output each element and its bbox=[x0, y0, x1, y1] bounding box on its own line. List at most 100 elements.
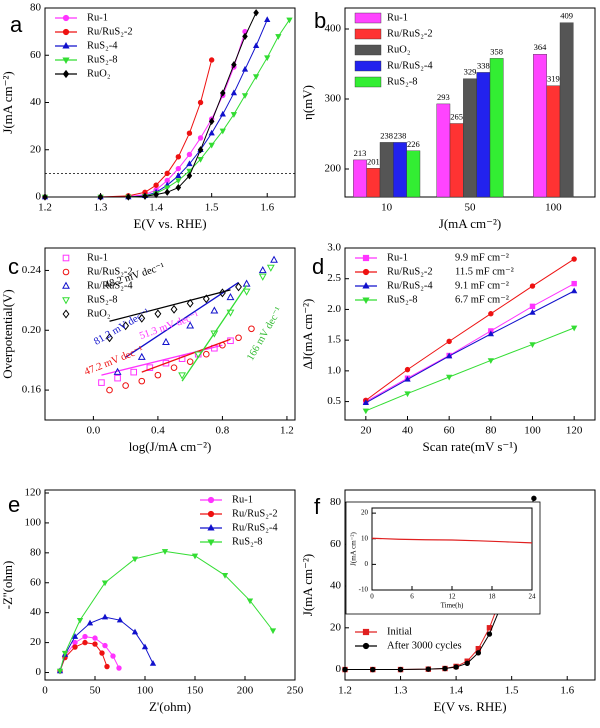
legend-marker bbox=[207, 524, 215, 531]
data-point bbox=[153, 182, 159, 188]
y-tick-label: 0.20 bbox=[22, 324, 42, 336]
data-point bbox=[175, 172, 182, 178]
data-point bbox=[487, 330, 494, 337]
data-point bbox=[197, 146, 204, 154]
data-point bbox=[197, 135, 204, 141]
data-point bbox=[106, 386, 113, 394]
x-tick-label: 1.3 bbox=[394, 685, 408, 697]
x-axis-title: log(J/mA cm⁻²) bbox=[129, 439, 212, 454]
data-point bbox=[242, 288, 251, 296]
data-point bbox=[221, 573, 229, 579]
panel-label: d bbox=[312, 254, 324, 279]
data-point bbox=[162, 359, 170, 367]
legend-marker bbox=[362, 642, 370, 650]
x-tick-label: 12 bbox=[449, 593, 457, 601]
legend-swatch bbox=[354, 44, 382, 56]
data-point bbox=[362, 399, 369, 406]
data-point bbox=[219, 89, 226, 97]
data-point bbox=[219, 341, 226, 349]
series-line bbox=[45, 31, 246, 198]
legend-marker bbox=[62, 69, 70, 79]
legend-label: RuS₂-4 bbox=[87, 40, 118, 51]
y-axis-title: -Z''(ohm) bbox=[0, 561, 15, 610]
legend-marker bbox=[207, 510, 215, 518]
legend-label: Ru/RuS₂-2 bbox=[387, 266, 433, 277]
plot-frame bbox=[44, 489, 296, 681]
data-point bbox=[164, 170, 170, 177]
data-point bbox=[153, 191, 159, 199]
bar-value-label: 329 bbox=[464, 67, 477, 77]
bar bbox=[379, 142, 394, 198]
series-line bbox=[45, 19, 268, 198]
bar bbox=[406, 150, 421, 198]
data-point bbox=[131, 556, 139, 563]
data-point bbox=[246, 598, 254, 605]
data-point bbox=[342, 666, 348, 673]
data-point bbox=[42, 193, 48, 201]
legend-marker bbox=[362, 297, 370, 304]
data-point bbox=[82, 633, 88, 640]
data-point bbox=[242, 279, 251, 287]
legend-label: Ru/RuS₂-4 bbox=[387, 280, 433, 291]
data-point bbox=[404, 391, 411, 398]
series-line bbox=[45, 12, 257, 198]
data-point bbox=[475, 650, 482, 656]
y-tick-label: 20 bbox=[330, 621, 342, 633]
y-tick-label: 3.0 bbox=[327, 242, 341, 254]
legend-label: Ru/RuS₂-4 bbox=[87, 280, 133, 291]
data-point bbox=[186, 321, 195, 329]
legend-marker bbox=[62, 42, 70, 49]
data-point bbox=[571, 287, 578, 294]
data-point bbox=[286, 17, 293, 24]
legend-label: Ru-1 bbox=[87, 12, 108, 23]
x-tick-label: 1.5 bbox=[505, 685, 519, 697]
data-point bbox=[531, 495, 537, 502]
legend-label: Ru/RuS₂-2 bbox=[232, 508, 278, 519]
data-point bbox=[175, 154, 182, 160]
data-point bbox=[258, 273, 267, 281]
data-point bbox=[241, 65, 249, 72]
y-tick-label: 2.0 bbox=[327, 303, 341, 315]
y-axis-title: ΔJ(mA cm⁻²) bbox=[300, 299, 315, 370]
data-point bbox=[161, 549, 169, 555]
y-tick-label: 60 bbox=[330, 538, 342, 550]
panel-label: b bbox=[314, 8, 326, 33]
data-point bbox=[142, 192, 148, 200]
data-point bbox=[130, 368, 138, 376]
y-tick-label: 200 bbox=[325, 163, 342, 175]
data-point bbox=[186, 130, 193, 136]
plot-frame bbox=[344, 247, 596, 421]
data-point bbox=[252, 74, 260, 81]
data-point bbox=[116, 665, 122, 671]
data-point bbox=[72, 644, 78, 650]
data-point bbox=[154, 371, 162, 379]
x-tick-label: 50 bbox=[465, 202, 477, 214]
legend-label: RuO₂ bbox=[387, 44, 411, 55]
data-point bbox=[231, 61, 237, 69]
legend-label: After 3000 cycles bbox=[387, 640, 462, 651]
series-line bbox=[365, 258, 575, 401]
data-point bbox=[106, 333, 113, 343]
y-tick-label: 0 bbox=[36, 666, 42, 678]
legend-marker bbox=[62, 57, 70, 64]
panel-label: c bbox=[8, 254, 19, 279]
data-point bbox=[122, 382, 129, 389]
data-point bbox=[269, 628, 277, 635]
data-point bbox=[76, 617, 84, 624]
bar bbox=[436, 103, 451, 198]
series-line bbox=[45, 59, 213, 198]
data-point bbox=[208, 117, 215, 126]
bar-value-label: 319 bbox=[547, 74, 560, 84]
data-point bbox=[102, 642, 108, 649]
x-tick-label: 80 bbox=[485, 425, 497, 437]
data-point bbox=[99, 650, 105, 656]
legend-label: RuS₂-8 bbox=[87, 54, 118, 65]
data-point bbox=[186, 160, 193, 167]
legend-label: Ru-1 bbox=[387, 252, 408, 263]
data-point bbox=[56, 668, 64, 675]
data-point bbox=[104, 663, 110, 670]
data-point bbox=[571, 325, 578, 332]
data-point bbox=[571, 280, 577, 287]
y-tick-label: 20 bbox=[361, 509, 369, 517]
data-point bbox=[141, 643, 149, 650]
